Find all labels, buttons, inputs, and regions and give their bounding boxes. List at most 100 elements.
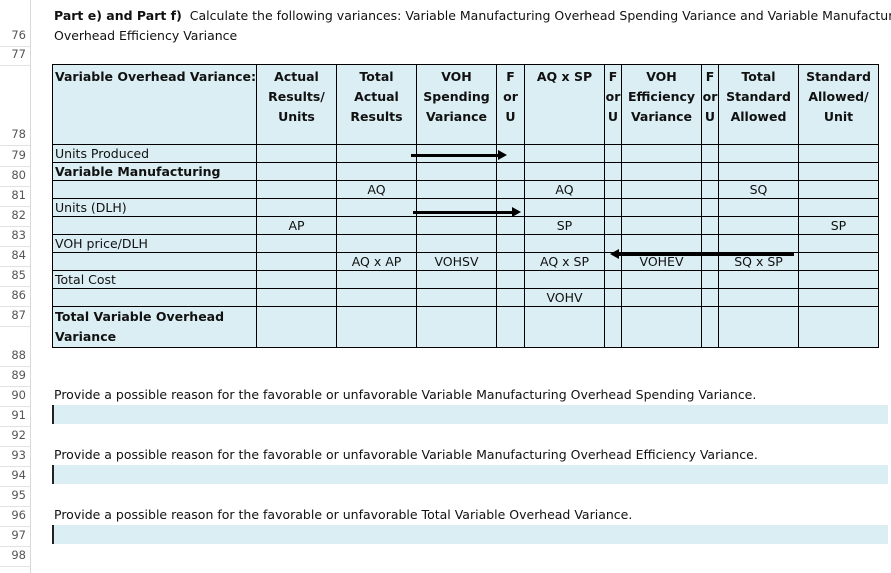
table-cell[interactable] [798, 270, 879, 289]
table-cell[interactable] [416, 162, 497, 181]
table-cell[interactable]: AQ [336, 180, 417, 199]
row-number[interactable]: 95 [11, 488, 26, 502]
table-cell[interactable] [256, 306, 337, 348]
table-cell[interactable]: Units Produced [52, 144, 257, 163]
table-cell[interactable] [798, 252, 879, 271]
table-cell[interactable] [336, 162, 417, 181]
row-number[interactable]: 86 [11, 288, 26, 302]
table-cell[interactable] [798, 198, 879, 217]
table-cell[interactable] [524, 162, 605, 181]
table-cell[interactable] [416, 180, 497, 199]
table-cell[interactable] [621, 270, 702, 289]
table-cell[interactable] [798, 288, 879, 307]
table-cell[interactable] [336, 198, 417, 217]
table-cell[interactable] [604, 216, 622, 235]
table-cell[interactable] [336, 306, 417, 348]
table-cell[interactable] [524, 144, 605, 163]
table-cell[interactable] [336, 144, 417, 163]
table-cell[interactable] [701, 306, 719, 348]
row-number[interactable]: 92 [11, 428, 26, 442]
table-cell[interactable] [496, 162, 525, 181]
table-cell[interactable] [718, 144, 799, 163]
table-cell[interactable] [416, 216, 497, 235]
table-cell[interactable] [798, 234, 879, 253]
row-number[interactable]: 84 [11, 248, 26, 262]
table-cell[interactable] [701, 180, 719, 199]
table-cell[interactable] [718, 216, 799, 235]
row-number[interactable]: 96 [11, 508, 26, 522]
table-cell[interactable] [416, 288, 497, 307]
table-cell[interactable] [496, 216, 525, 235]
table-cell[interactable] [718, 162, 799, 181]
table-cell[interactable]: Total Cost [52, 270, 257, 289]
table-cell[interactable] [798, 306, 879, 348]
table-cell[interactable] [524, 234, 605, 253]
row-number[interactable]: 77 [11, 47, 26, 61]
table-cell[interactable]: Variable Manufacturing [52, 162, 257, 181]
table-cell[interactable] [256, 252, 337, 271]
table-cell[interactable] [256, 144, 337, 163]
table-cell[interactable] [336, 270, 417, 289]
table-cell[interactable] [336, 234, 417, 253]
table-cell[interactable] [701, 198, 719, 217]
row-number[interactable]: 87 [11, 308, 26, 322]
row-number[interactable]: 79 [11, 148, 26, 162]
row-number[interactable]: 94 [11, 468, 26, 482]
table-cell[interactable]: Total Variable Overhead Variance [52, 306, 257, 348]
table-cell[interactable]: VOHEV [621, 252, 702, 271]
table-cell[interactable] [604, 270, 622, 289]
table-cell[interactable] [621, 198, 702, 217]
table-cell[interactable]: VOHV [524, 288, 605, 307]
table-cell[interactable]: SP [524, 216, 605, 235]
table-cell[interactable] [52, 252, 257, 271]
table-cell[interactable] [604, 306, 622, 348]
answer-1-input[interactable] [52, 405, 888, 424]
table-cell[interactable] [524, 198, 605, 217]
table-cell[interactable] [52, 216, 257, 235]
table-cell[interactable] [256, 270, 337, 289]
table-cell[interactable] [416, 306, 497, 348]
table-cell[interactable] [621, 288, 702, 307]
answer-2-input[interactable] [52, 465, 888, 484]
table-cell[interactable] [701, 234, 719, 253]
table-cell[interactable] [718, 270, 799, 289]
table-cell[interactable] [798, 180, 879, 199]
table-cell[interactable] [336, 216, 417, 235]
row-number[interactable]: 89 [11, 368, 26, 382]
row-number[interactable]: 98 [11, 548, 26, 562]
row-number[interactable]: 81 [11, 188, 26, 202]
row-number[interactable]: 85 [11, 268, 26, 282]
row-number[interactable]: 97 [11, 528, 26, 542]
table-cell[interactable] [621, 216, 702, 235]
table-cell[interactable] [718, 234, 799, 253]
table-cell[interactable]: SQ [718, 180, 799, 199]
table-cell[interactable]: AQ x SP [524, 252, 605, 271]
table-cell[interactable] [718, 288, 799, 307]
table-cell[interactable] [621, 162, 702, 181]
table-cell[interactable] [52, 288, 257, 307]
row-number[interactable]: 91 [11, 408, 26, 422]
table-cell[interactable] [621, 234, 702, 253]
table-cell[interactable]: VOHSV [416, 252, 497, 271]
row-number[interactable]: 82 [11, 208, 26, 222]
table-cell[interactable] [496, 288, 525, 307]
table-cell[interactable] [524, 270, 605, 289]
table-cell[interactable] [718, 198, 799, 217]
table-cell[interactable] [621, 144, 702, 163]
table-cell[interactable] [798, 144, 879, 163]
table-cell[interactable] [701, 144, 719, 163]
table-cell[interactable] [256, 288, 337, 307]
table-cell[interactable]: Units (DLH) [52, 198, 257, 217]
table-cell[interactable]: VOH price/DLH [52, 234, 257, 253]
row-number[interactable]: 76 [11, 28, 26, 42]
row-number[interactable]: 93 [11, 448, 26, 462]
table-cell[interactable]: AQ x AP [336, 252, 417, 271]
table-cell[interactable] [524, 306, 605, 348]
table-cell[interactable] [718, 306, 799, 348]
row-number[interactable]: 83 [11, 228, 26, 242]
table-cell[interactable] [621, 180, 702, 199]
table-cell[interactable]: SP [798, 216, 879, 235]
table-cell[interactable] [701, 270, 719, 289]
row-number[interactable]: 78 [11, 127, 26, 141]
table-cell[interactable] [604, 162, 622, 181]
